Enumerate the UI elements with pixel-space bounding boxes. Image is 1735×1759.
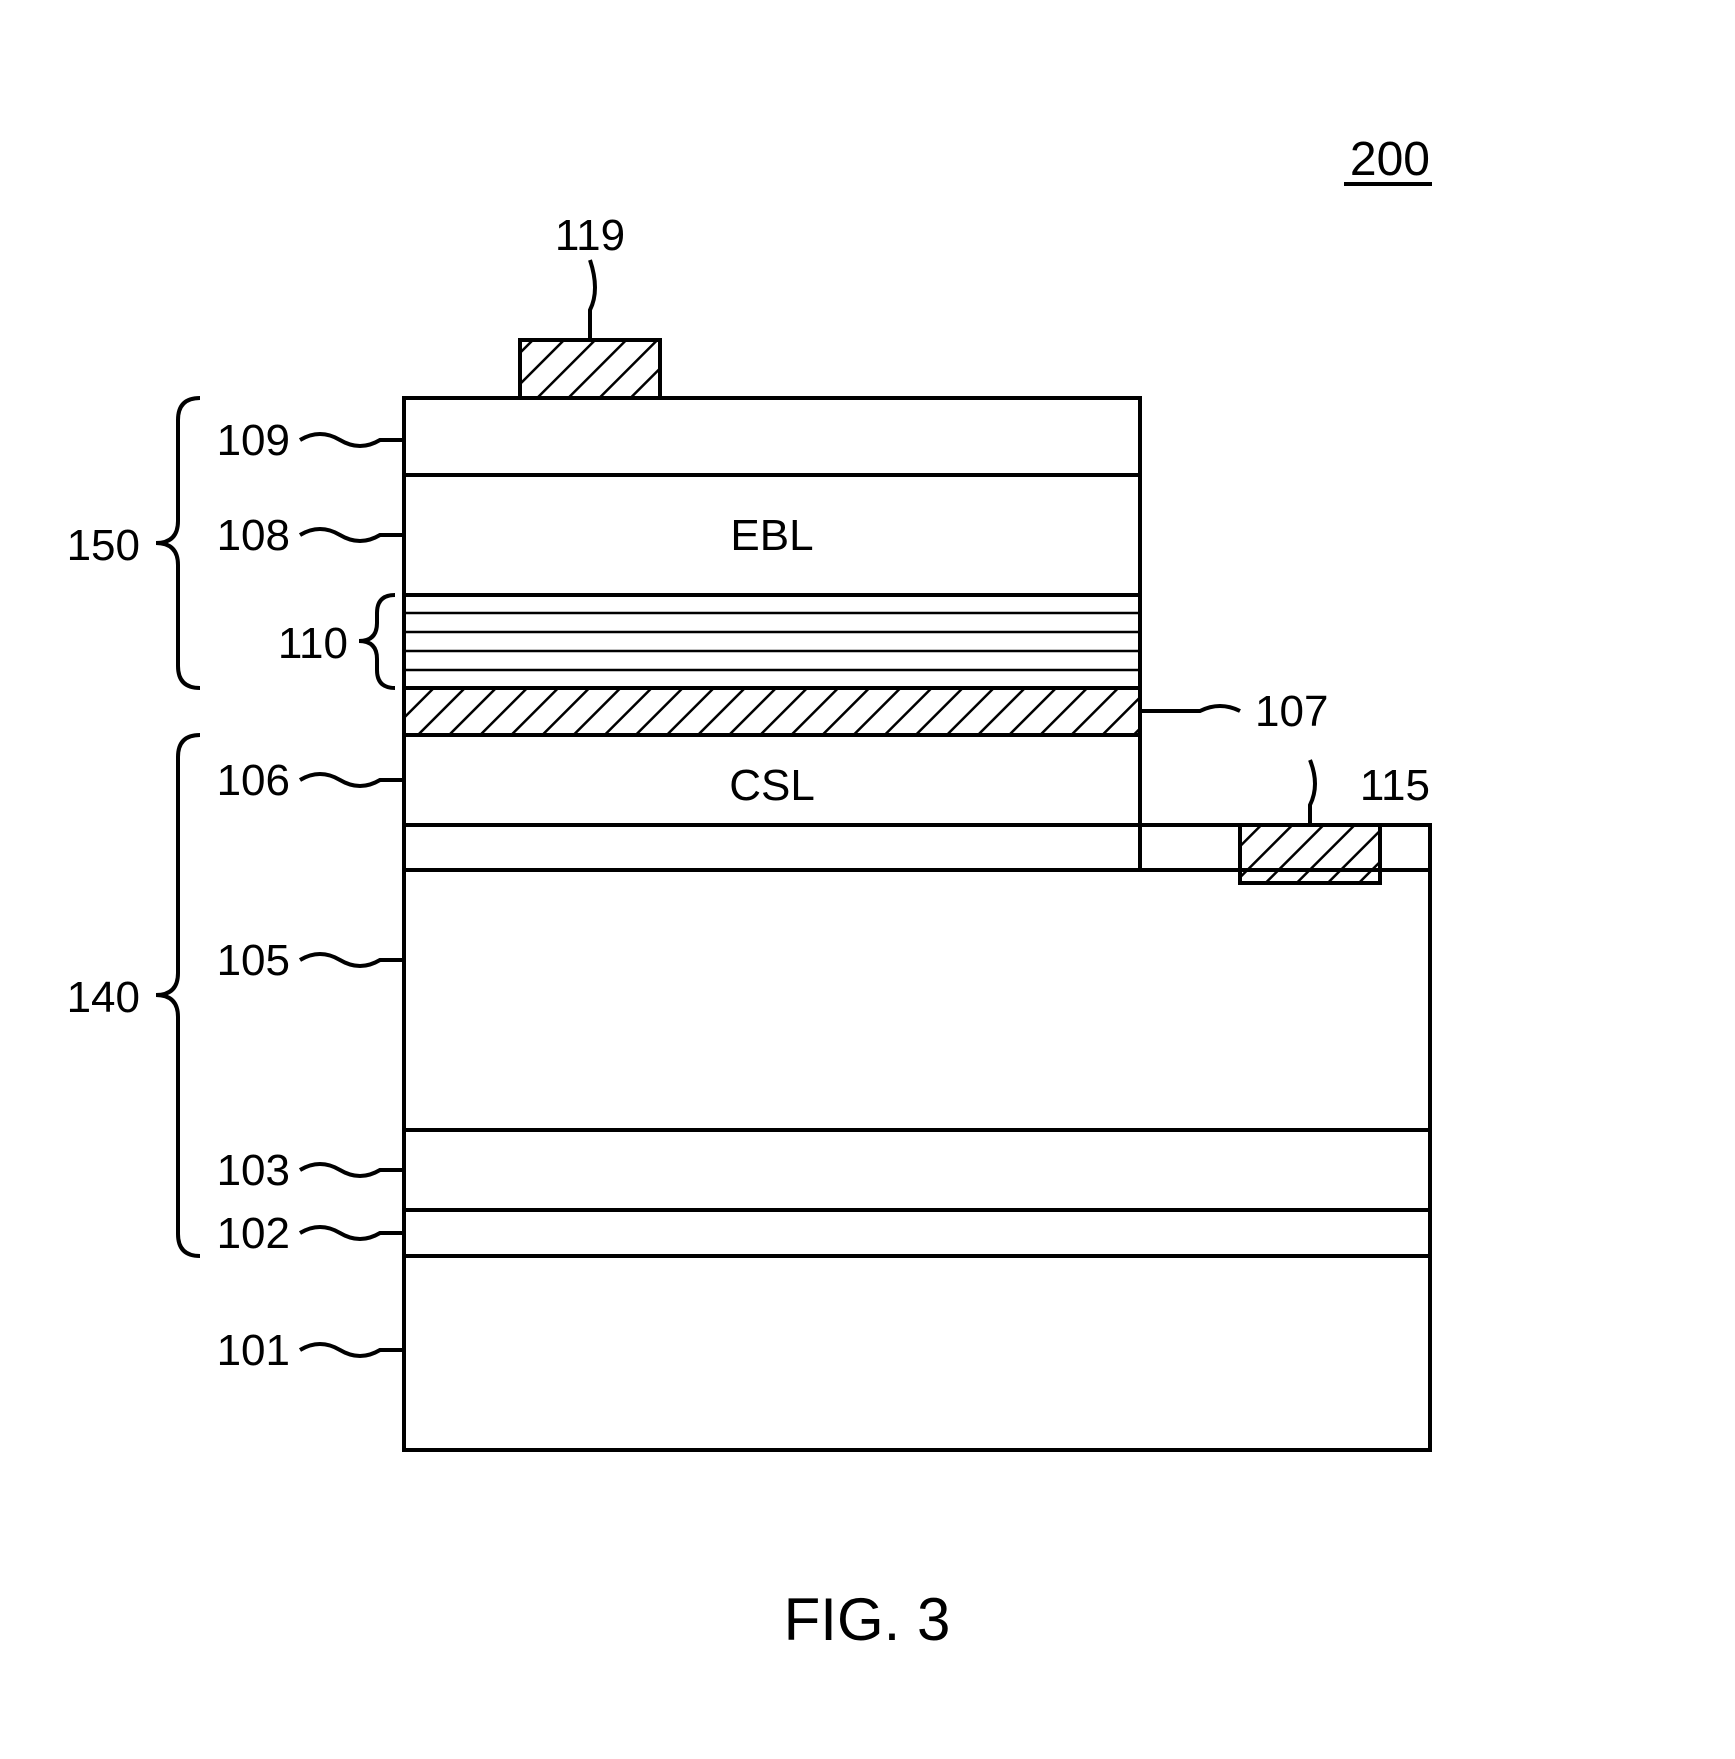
leader-103: [300, 1164, 404, 1176]
device-stack: [404, 340, 1430, 1450]
bracket-150: [156, 398, 200, 688]
layer-103: [404, 1130, 1430, 1210]
bracket-110: [359, 595, 395, 688]
label-105: 105: [217, 936, 290, 985]
layer-101: [404, 1256, 1430, 1450]
layer-105-lower: [404, 870, 1430, 1130]
figure-svg: CSL EBL 101 102 103: [0, 0, 1735, 1759]
label-150: 150: [67, 521, 140, 570]
label-140: 140: [67, 973, 140, 1022]
layer-107: [404, 688, 1140, 735]
leader-107: [1140, 706, 1240, 711]
label-119: 119: [555, 211, 625, 260]
label-115: 115: [1360, 761, 1430, 810]
leader-106: [300, 774, 404, 786]
label-108: 108: [217, 511, 290, 560]
layer-110: [404, 595, 1140, 688]
layer-109: [404, 398, 1140, 475]
figure-id: 200: [1344, 133, 1432, 186]
leader-115: [1310, 760, 1315, 825]
leader-108: [300, 529, 404, 541]
contact-119: [520, 340, 660, 398]
label-107: 107: [1255, 687, 1328, 736]
label-102: 102: [217, 1209, 290, 1258]
leader-109: [300, 434, 404, 446]
leader-102: [300, 1227, 404, 1239]
svg-text:200: 200: [1350, 133, 1430, 186]
leader-101: [300, 1344, 404, 1356]
layer-106-text: CSL: [729, 761, 815, 810]
label-110: 110: [278, 619, 348, 668]
bracket-140: [156, 735, 200, 1256]
figure-caption: FIG. 3: [784, 1586, 951, 1653]
layer-108-text: EBL: [730, 511, 813, 560]
contact-115: [1240, 825, 1380, 883]
label-103: 103: [217, 1146, 290, 1195]
layer-102: [404, 1210, 1430, 1256]
label-109: 109: [217, 416, 290, 465]
label-101: 101: [217, 1326, 290, 1375]
label-106: 106: [217, 756, 290, 805]
leader-119: [590, 260, 595, 340]
leader-105: [300, 954, 404, 966]
